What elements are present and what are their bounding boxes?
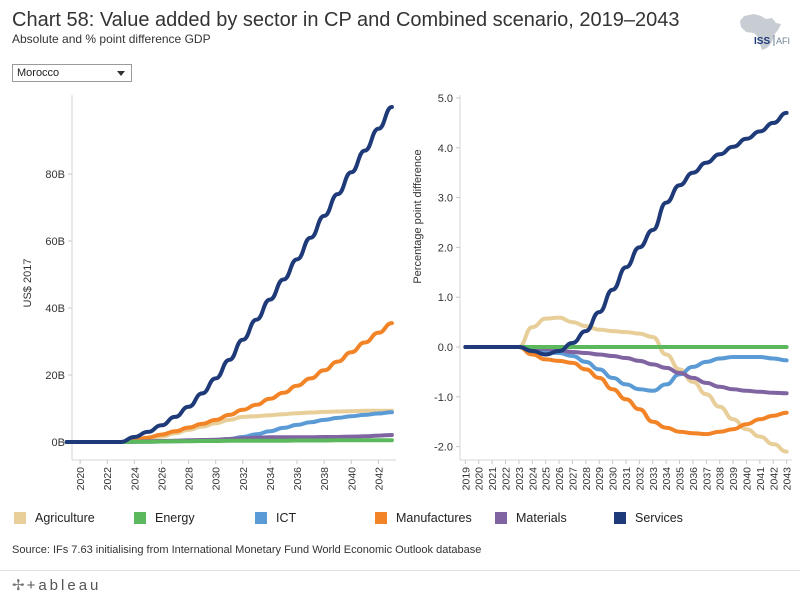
right-xtick-label: 2028 xyxy=(581,467,593,491)
legend-swatch xyxy=(134,512,146,524)
right-ytick-label: 4.0 xyxy=(438,143,453,155)
left-series-manufactures xyxy=(64,321,394,444)
africa-map-icon xyxy=(740,14,781,50)
right-xtick-label: 2020 xyxy=(474,467,486,491)
left-xtick-label: 2022 xyxy=(102,467,114,491)
right-ytick-label: 0.0 xyxy=(438,342,453,354)
legend-swatch xyxy=(375,512,387,524)
tableau-icon: ✢ xyxy=(12,577,25,594)
logo-text-afi: AFI xyxy=(776,36,790,46)
left-xtick-label: 2038 xyxy=(319,467,331,491)
left-xtick-label: 2028 xyxy=(184,467,196,491)
right-xtick-label: 2025 xyxy=(541,467,553,491)
right-series-ict xyxy=(463,345,789,393)
tableau-wordmark: +ableau xyxy=(26,577,102,594)
right-xtick-label: 2039 xyxy=(728,467,740,491)
right-ytick-label: -2.0 xyxy=(434,442,453,454)
right-xtick-label: 2043 xyxy=(782,467,794,491)
legend-label: Services xyxy=(635,511,683,525)
right-xtick-label: 2037 xyxy=(701,467,713,491)
right-xtick-label: 2026 xyxy=(554,467,566,491)
logo-text-iss: ISS xyxy=(754,36,770,47)
legend-item-agriculture[interactable]: Agriculture xyxy=(14,511,95,525)
legend-item-ict[interactable]: ICT xyxy=(255,511,296,525)
right-xtick-label: 2029 xyxy=(594,467,606,491)
right-xtick-label: 2030 xyxy=(608,467,620,491)
right-xtick-label: 2040 xyxy=(741,467,753,491)
legend-label: Manufactures xyxy=(396,511,472,525)
legend-label: Energy xyxy=(155,511,195,525)
left-xtick-label: 2026 xyxy=(156,467,168,491)
right-xtick-label: 2027 xyxy=(567,467,579,491)
legend-swatch xyxy=(255,512,267,524)
left-y-axis-label: US$ 2017 xyxy=(22,259,34,308)
footer xyxy=(0,570,800,601)
legend-swatch xyxy=(14,512,26,524)
issafi-logo: ISS AFI xyxy=(740,14,790,50)
left-ytick-label: 0B xyxy=(52,437,65,449)
country-select-value: Morocco xyxy=(17,67,60,79)
right-xtick-label: 2038 xyxy=(715,467,727,491)
legend-item-materials[interactable]: Materials xyxy=(495,511,567,525)
page-subtitle: Absolute and % point difference GDP xyxy=(12,32,211,46)
right-xtick-label: 2021 xyxy=(487,467,499,491)
right-xtick-label: 2032 xyxy=(634,467,646,491)
right-xtick-label: 2033 xyxy=(648,467,660,491)
right-xtick-label: 2034 xyxy=(661,467,673,491)
left-xtick-label: 2036 xyxy=(292,467,304,491)
right-xtick-label: 2036 xyxy=(688,467,700,491)
right-xtick-label: 2042 xyxy=(768,467,780,491)
left-ytick-label: 20B xyxy=(45,370,65,382)
left-xtick-label: 2030 xyxy=(211,467,223,491)
legend-swatch xyxy=(495,512,507,524)
left-ytick-label: 80B xyxy=(45,169,65,181)
right-xtick-label: 2035 xyxy=(675,467,687,491)
legend-item-services[interactable]: Services xyxy=(614,511,683,525)
chevron-down-icon[interactable] xyxy=(117,71,125,76)
source-note: Source: IFs 7.63 initialising from Inter… xyxy=(12,544,482,556)
right-xtick-label: 2019 xyxy=(460,467,472,491)
left-xtick-label: 2024 xyxy=(129,467,141,491)
legend: Agriculture Energy ICT Manufactures Material… xyxy=(0,511,800,531)
left-xtick-label: 2040 xyxy=(346,467,358,491)
left-series-services xyxy=(64,105,394,444)
left-ytick-label: 40B xyxy=(45,303,65,315)
legend-swatch xyxy=(614,512,626,524)
right-ytick-label: 5.0 xyxy=(438,93,453,105)
right-ytick-label: 3.0 xyxy=(438,193,453,205)
right-xtick-label: 2023 xyxy=(514,467,526,491)
right-xtick-label: 2041 xyxy=(755,467,767,491)
right-xtick-label: 2022 xyxy=(501,467,513,491)
right-ytick-label: -1.0 xyxy=(434,392,453,404)
right-xtick-label: 2024 xyxy=(527,467,539,491)
left-xtick-label: 2042 xyxy=(373,467,385,491)
left-ytick-label: 60B xyxy=(45,236,65,248)
legend-label: ICT xyxy=(276,511,297,525)
legend-item-manufactures[interactable]: Manufactures xyxy=(375,511,472,525)
right-ytick-label: 2.0 xyxy=(438,242,453,254)
right-ytick-label: 1.0 xyxy=(438,292,453,304)
right-series-services xyxy=(463,110,789,357)
page-title: Chart 58: Value added by sector in CP an… xyxy=(12,9,680,31)
left-xtick-label: 2020 xyxy=(75,467,87,491)
tableau-logo[interactable]: ✢ +ableau xyxy=(12,576,101,594)
country-select[interactable]: Morocco xyxy=(12,64,132,82)
legend-item-energy[interactable]: Energy xyxy=(134,511,195,525)
left-xtick-label: 2032 xyxy=(238,467,250,491)
right-xtick-label: 2031 xyxy=(621,467,633,491)
legend-label: Materials xyxy=(516,511,567,525)
legend-label: Agriculture xyxy=(35,511,95,525)
right-y-axis-label: Percentage point difference xyxy=(412,149,424,283)
left-xtick-label: 2034 xyxy=(265,467,277,491)
